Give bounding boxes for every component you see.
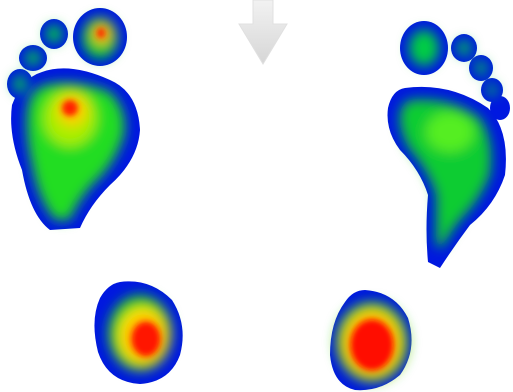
right-heel bbox=[330, 290, 412, 391]
right-foot bbox=[387, 21, 510, 268]
direction-arrow bbox=[238, 0, 288, 65]
left-heel bbox=[94, 281, 183, 384]
left-foot bbox=[7, 8, 140, 230]
